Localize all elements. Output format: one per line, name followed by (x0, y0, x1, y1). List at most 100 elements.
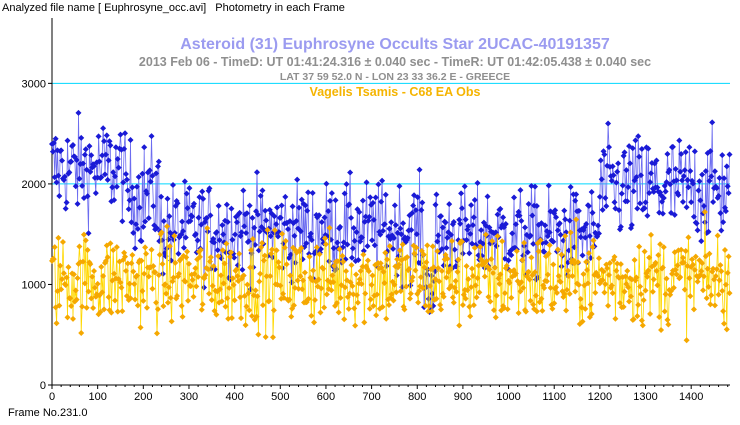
target-series-point (598, 176, 605, 183)
target-series-point (325, 208, 332, 215)
target-series-point (179, 218, 186, 225)
target-series-point (614, 168, 621, 175)
target-series-point (468, 202, 475, 209)
comparison-series-point (406, 295, 413, 302)
target-series-point (442, 219, 449, 226)
target-series-point (518, 217, 525, 224)
comparison-series-point (640, 297, 647, 304)
comparison-series-point (642, 287, 649, 294)
comparison-series-point (437, 306, 444, 313)
comparison-series-point (428, 308, 435, 315)
comparison-series-point (171, 232, 178, 239)
target-series-point (648, 170, 655, 177)
comparison-series-point (148, 246, 155, 253)
target-series-point (530, 240, 537, 247)
target-series-point (669, 143, 676, 150)
comparison-series-point (674, 262, 681, 269)
target-series-point (371, 242, 378, 249)
target-series-point (129, 184, 136, 191)
target-series-point (435, 232, 442, 239)
comparison-series-point (401, 306, 408, 313)
target-series-point (603, 203, 610, 210)
frame-status: Frame No.231.0 (8, 407, 88, 419)
target-series-point (92, 190, 99, 197)
target-series-point (664, 151, 671, 158)
comparison-series-point (326, 224, 333, 231)
comparison-series-point (189, 276, 196, 283)
comparison-series-point (474, 275, 481, 282)
comparison-series-point (59, 276, 66, 283)
comparison-series-point (244, 281, 251, 288)
comparison-series-point (51, 244, 58, 251)
comparison-series-point (295, 285, 302, 292)
target-series-point (119, 218, 126, 225)
comparison-series-point (64, 314, 71, 321)
target-series-point (180, 244, 187, 251)
target-series-point (615, 160, 622, 167)
comparison-series-point (348, 262, 355, 269)
comparison-series-point (300, 277, 307, 284)
comparison-series-point (580, 271, 587, 278)
comparison-series-point (685, 234, 692, 241)
comparison-series-point (252, 287, 259, 294)
target-series-point (321, 214, 328, 221)
comparison-series-point (74, 275, 81, 282)
comparison-series-point (532, 269, 539, 276)
comparison-series-point (718, 268, 725, 275)
target-series-point (451, 246, 458, 253)
comparison-series-point (83, 304, 90, 311)
target-series-point (432, 201, 439, 208)
target-series-point (702, 168, 709, 175)
x-tick-label-1400: 1400 (679, 391, 703, 403)
target-series-point (78, 134, 85, 141)
target-series-point (508, 252, 515, 259)
comparison-series-point (379, 303, 386, 310)
comparison-series-point (206, 290, 213, 297)
comparison-series-point (255, 331, 262, 338)
target-series-point (182, 234, 189, 241)
comparison-series-point (185, 260, 192, 267)
comparison-series-point (419, 285, 426, 292)
comparison-series-point (353, 271, 360, 278)
comparison-series-point (683, 337, 690, 344)
target-series-point (671, 211, 678, 218)
target-series-point (91, 163, 98, 170)
target-series-point (174, 200, 181, 207)
comparison-series-point (53, 320, 60, 327)
comparison-series-point (380, 268, 387, 275)
target-series-point (456, 216, 463, 223)
comparison-series-point (316, 251, 323, 258)
target-series-point (650, 188, 657, 195)
target-series-point (595, 222, 602, 229)
comparison-series-point (386, 243, 393, 250)
target-series-point (720, 219, 727, 226)
target-series-point (155, 158, 162, 165)
comparison-series-point (288, 313, 295, 320)
comparison-series-point (653, 267, 660, 274)
target-series-point (608, 177, 615, 184)
comparison-series-point (152, 269, 159, 276)
comparison-series-point (459, 302, 466, 309)
comparison-series-point (310, 267, 317, 274)
target-series-point (644, 212, 651, 219)
target-series-point (296, 204, 303, 211)
comparison-series-point (72, 287, 79, 294)
target-series-point (444, 234, 451, 241)
target-series-point (684, 176, 691, 183)
target-series-point (249, 214, 256, 221)
comparison-series-point (543, 278, 550, 285)
comparison-series-point (268, 250, 275, 257)
comparison-series-point (611, 253, 618, 260)
comparison-series-point (489, 238, 496, 245)
comparison-series-point (340, 258, 347, 265)
comparison-series-point (108, 309, 115, 316)
comparison-series-point (490, 269, 497, 276)
comparison-series-point (721, 320, 728, 327)
comparison-series-point (527, 297, 534, 304)
comparison-series-point (297, 273, 304, 280)
comparison-series-point (235, 278, 242, 285)
target-series-point (334, 239, 341, 246)
target-series-point (59, 157, 66, 164)
target-series-point (542, 222, 549, 229)
